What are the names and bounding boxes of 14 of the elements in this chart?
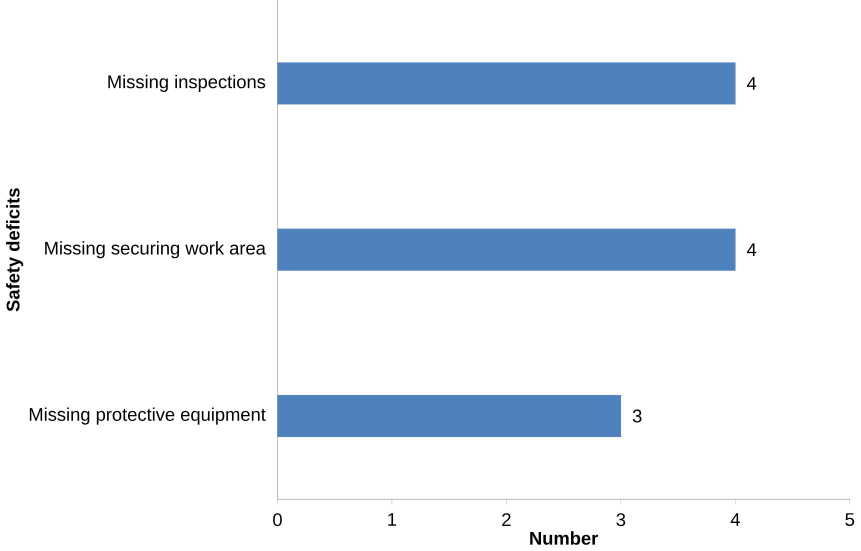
x-tick-label: 1 — [388, 513, 396, 526]
x-tick-label: 0 — [273, 513, 282, 526]
y-axis-title: Safety deficits — [6, 188, 24, 312]
data-label: 3 — [632, 410, 642, 423]
data-label: 4 — [746, 243, 756, 256]
x-tick-label: 3 — [616, 513, 626, 526]
x-axis-title: Number — [530, 531, 598, 545]
y-tick-label: Missing inspections — [108, 74, 266, 92]
x-tick-label: 2 — [502, 513, 511, 526]
x-tick-label: 5 — [845, 513, 854, 526]
x-tick-label: 4 — [730, 513, 740, 526]
data-label: 4 — [746, 77, 756, 90]
y-tick-label: Missing protective equipment — [30, 408, 266, 425]
y-tick-label: Missing securing work area — [45, 241, 266, 258]
